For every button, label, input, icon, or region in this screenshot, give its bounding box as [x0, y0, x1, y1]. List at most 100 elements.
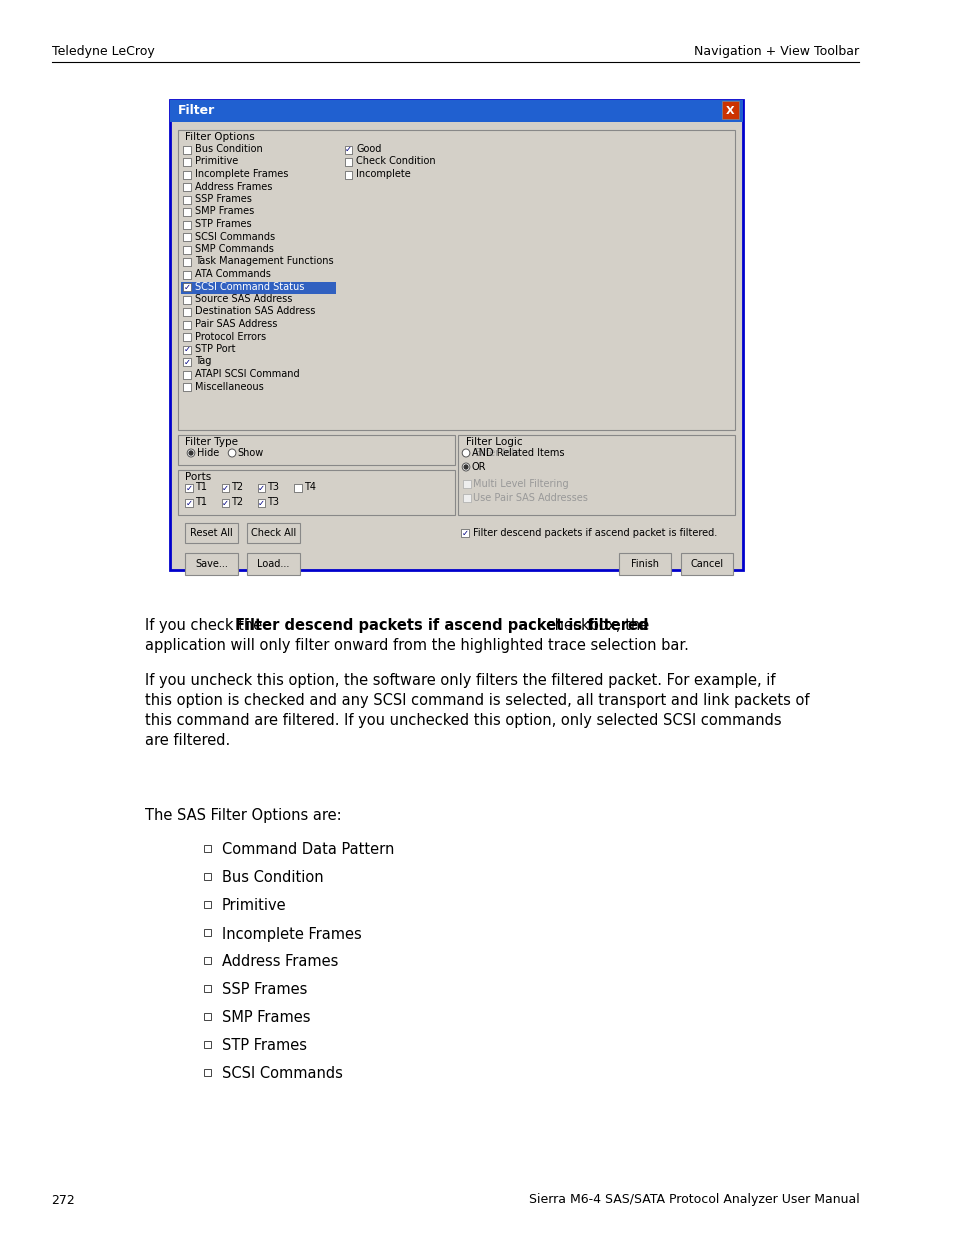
Text: SSP Frames: SSP Frames — [194, 194, 252, 204]
Bar — [183, 346, 191, 353]
Text: ✓: ✓ — [184, 283, 191, 291]
Text: SMP Commands: SMP Commands — [194, 245, 274, 254]
Bar — [183, 258, 191, 266]
Text: Task Management Functions: Task Management Functions — [194, 257, 334, 267]
Text: OR: OR — [472, 462, 486, 472]
Text: Show: Show — [237, 448, 264, 458]
Bar — [177, 130, 735, 430]
Bar — [618, 553, 671, 576]
Bar — [247, 553, 299, 576]
Text: T2: T2 — [231, 496, 243, 508]
Bar — [457, 435, 735, 515]
Text: Navigation + View Toolbar: Navigation + View Toolbar — [694, 46, 859, 58]
Text: ✓: ✓ — [222, 499, 229, 508]
Bar — [183, 308, 191, 316]
Circle shape — [463, 466, 468, 469]
Text: ATAPI SCSI Command: ATAPI SCSI Command — [194, 369, 299, 379]
Text: Filter descend packets if ascend packet is filtered.: Filter descend packets if ascend packet … — [473, 527, 717, 537]
Text: AND Related Items: AND Related Items — [472, 448, 563, 458]
Text: Hide: Hide — [196, 448, 219, 458]
Text: ✓: ✓ — [461, 529, 468, 537]
Text: Multi Level Filtering: Multi Level Filtering — [473, 479, 568, 489]
Circle shape — [461, 450, 470, 457]
Circle shape — [228, 450, 235, 457]
Text: ✓: ✓ — [258, 499, 265, 508]
Text: STP Frames: STP Frames — [221, 1039, 306, 1053]
Text: checkbox, the: checkbox, the — [541, 618, 649, 634]
Text: SCSI Commands: SCSI Commands — [221, 1067, 342, 1082]
Bar — [247, 522, 299, 543]
Text: SCSI Commands: SCSI Commands — [194, 231, 274, 242]
Text: 272: 272 — [51, 1193, 75, 1207]
Bar — [257, 499, 265, 508]
Bar — [177, 471, 454, 515]
Text: Filter descend packets if ascend packet is filtered: Filter descend packets if ascend packet … — [235, 618, 648, 634]
Bar — [204, 902, 211, 908]
Text: Filter Logic: Filter Logic — [466, 437, 522, 447]
Text: Finish: Finish — [631, 559, 659, 569]
Bar — [185, 484, 193, 492]
Bar — [170, 100, 742, 122]
Text: Filter Idle: Filter Idle — [475, 448, 519, 458]
Text: T2: T2 — [231, 482, 243, 492]
Text: Reset All: Reset All — [190, 529, 233, 538]
Text: T3: T3 — [267, 496, 279, 508]
Text: Use Pair SAS Addresses: Use Pair SAS Addresses — [473, 493, 587, 503]
Text: Teledyne LeCroy: Teledyne LeCroy — [51, 46, 154, 58]
Text: Filter Options: Filter Options — [185, 132, 254, 142]
Text: ✓: ✓ — [258, 483, 265, 493]
Bar — [183, 270, 191, 279]
Bar — [183, 383, 191, 391]
Text: Incomplete Frames: Incomplete Frames — [221, 926, 361, 941]
Text: ATA Commands: ATA Commands — [194, 269, 271, 279]
Bar — [204, 957, 211, 965]
Text: Bus Condition: Bus Condition — [194, 144, 262, 154]
Bar — [181, 282, 335, 294]
Text: T1: T1 — [194, 482, 207, 492]
Text: this option is checked and any SCSI command is selected, all transport and link : this option is checked and any SCSI comm… — [145, 693, 809, 708]
Text: Load...: Load... — [257, 559, 290, 569]
Text: Primitive: Primitive — [194, 157, 238, 167]
Text: Save...: Save... — [194, 559, 228, 569]
Text: Filter: Filter — [177, 105, 214, 117]
Bar — [183, 333, 191, 341]
Text: STP Frames: STP Frames — [194, 219, 252, 228]
Circle shape — [187, 450, 194, 457]
Text: Miscellaneous: Miscellaneous — [194, 382, 263, 391]
Bar — [221, 499, 229, 508]
Bar — [183, 170, 191, 179]
Bar — [183, 295, 191, 304]
Circle shape — [461, 463, 470, 471]
Bar — [183, 321, 191, 329]
Text: ✓: ✓ — [186, 483, 193, 493]
Text: T1: T1 — [194, 496, 207, 508]
Text: SSP Frames: SSP Frames — [221, 983, 307, 998]
Text: T3: T3 — [267, 482, 279, 492]
Bar — [177, 435, 454, 466]
Text: Bus Condition: Bus Condition — [221, 871, 323, 885]
Text: ✓: ✓ — [186, 499, 193, 508]
Text: Filter Type: Filter Type — [185, 437, 238, 447]
Text: ✓: ✓ — [222, 483, 229, 493]
Text: Incomplete: Incomplete — [355, 169, 411, 179]
Text: Cancel: Cancel — [690, 559, 723, 569]
Text: Address Frames: Address Frames — [194, 182, 272, 191]
Text: Sierra M6-4 SAS/SATA Protocol Analyzer User Manual: Sierra M6-4 SAS/SATA Protocol Analyzer U… — [528, 1193, 859, 1207]
Bar — [185, 553, 237, 576]
Bar — [204, 845, 211, 852]
Bar — [204, 1013, 211, 1020]
Bar — [170, 100, 742, 571]
Bar — [183, 146, 191, 153]
Text: Ports: Ports — [185, 472, 212, 482]
Text: this command are filtered. If you unchecked this option, only selected SCSI comm: this command are filtered. If you unchec… — [145, 713, 781, 727]
Text: If you uncheck this option, the software only filters the filtered packet. For e: If you uncheck this option, the software… — [145, 673, 775, 688]
Text: Address Frames: Address Frames — [221, 955, 337, 969]
Circle shape — [189, 451, 193, 454]
Bar — [721, 101, 739, 119]
Bar — [294, 484, 301, 492]
Bar — [257, 484, 265, 492]
Bar — [221, 484, 229, 492]
Text: Check All: Check All — [251, 529, 296, 538]
Bar — [462, 494, 471, 501]
Text: Source SAS Address: Source SAS Address — [194, 294, 292, 304]
